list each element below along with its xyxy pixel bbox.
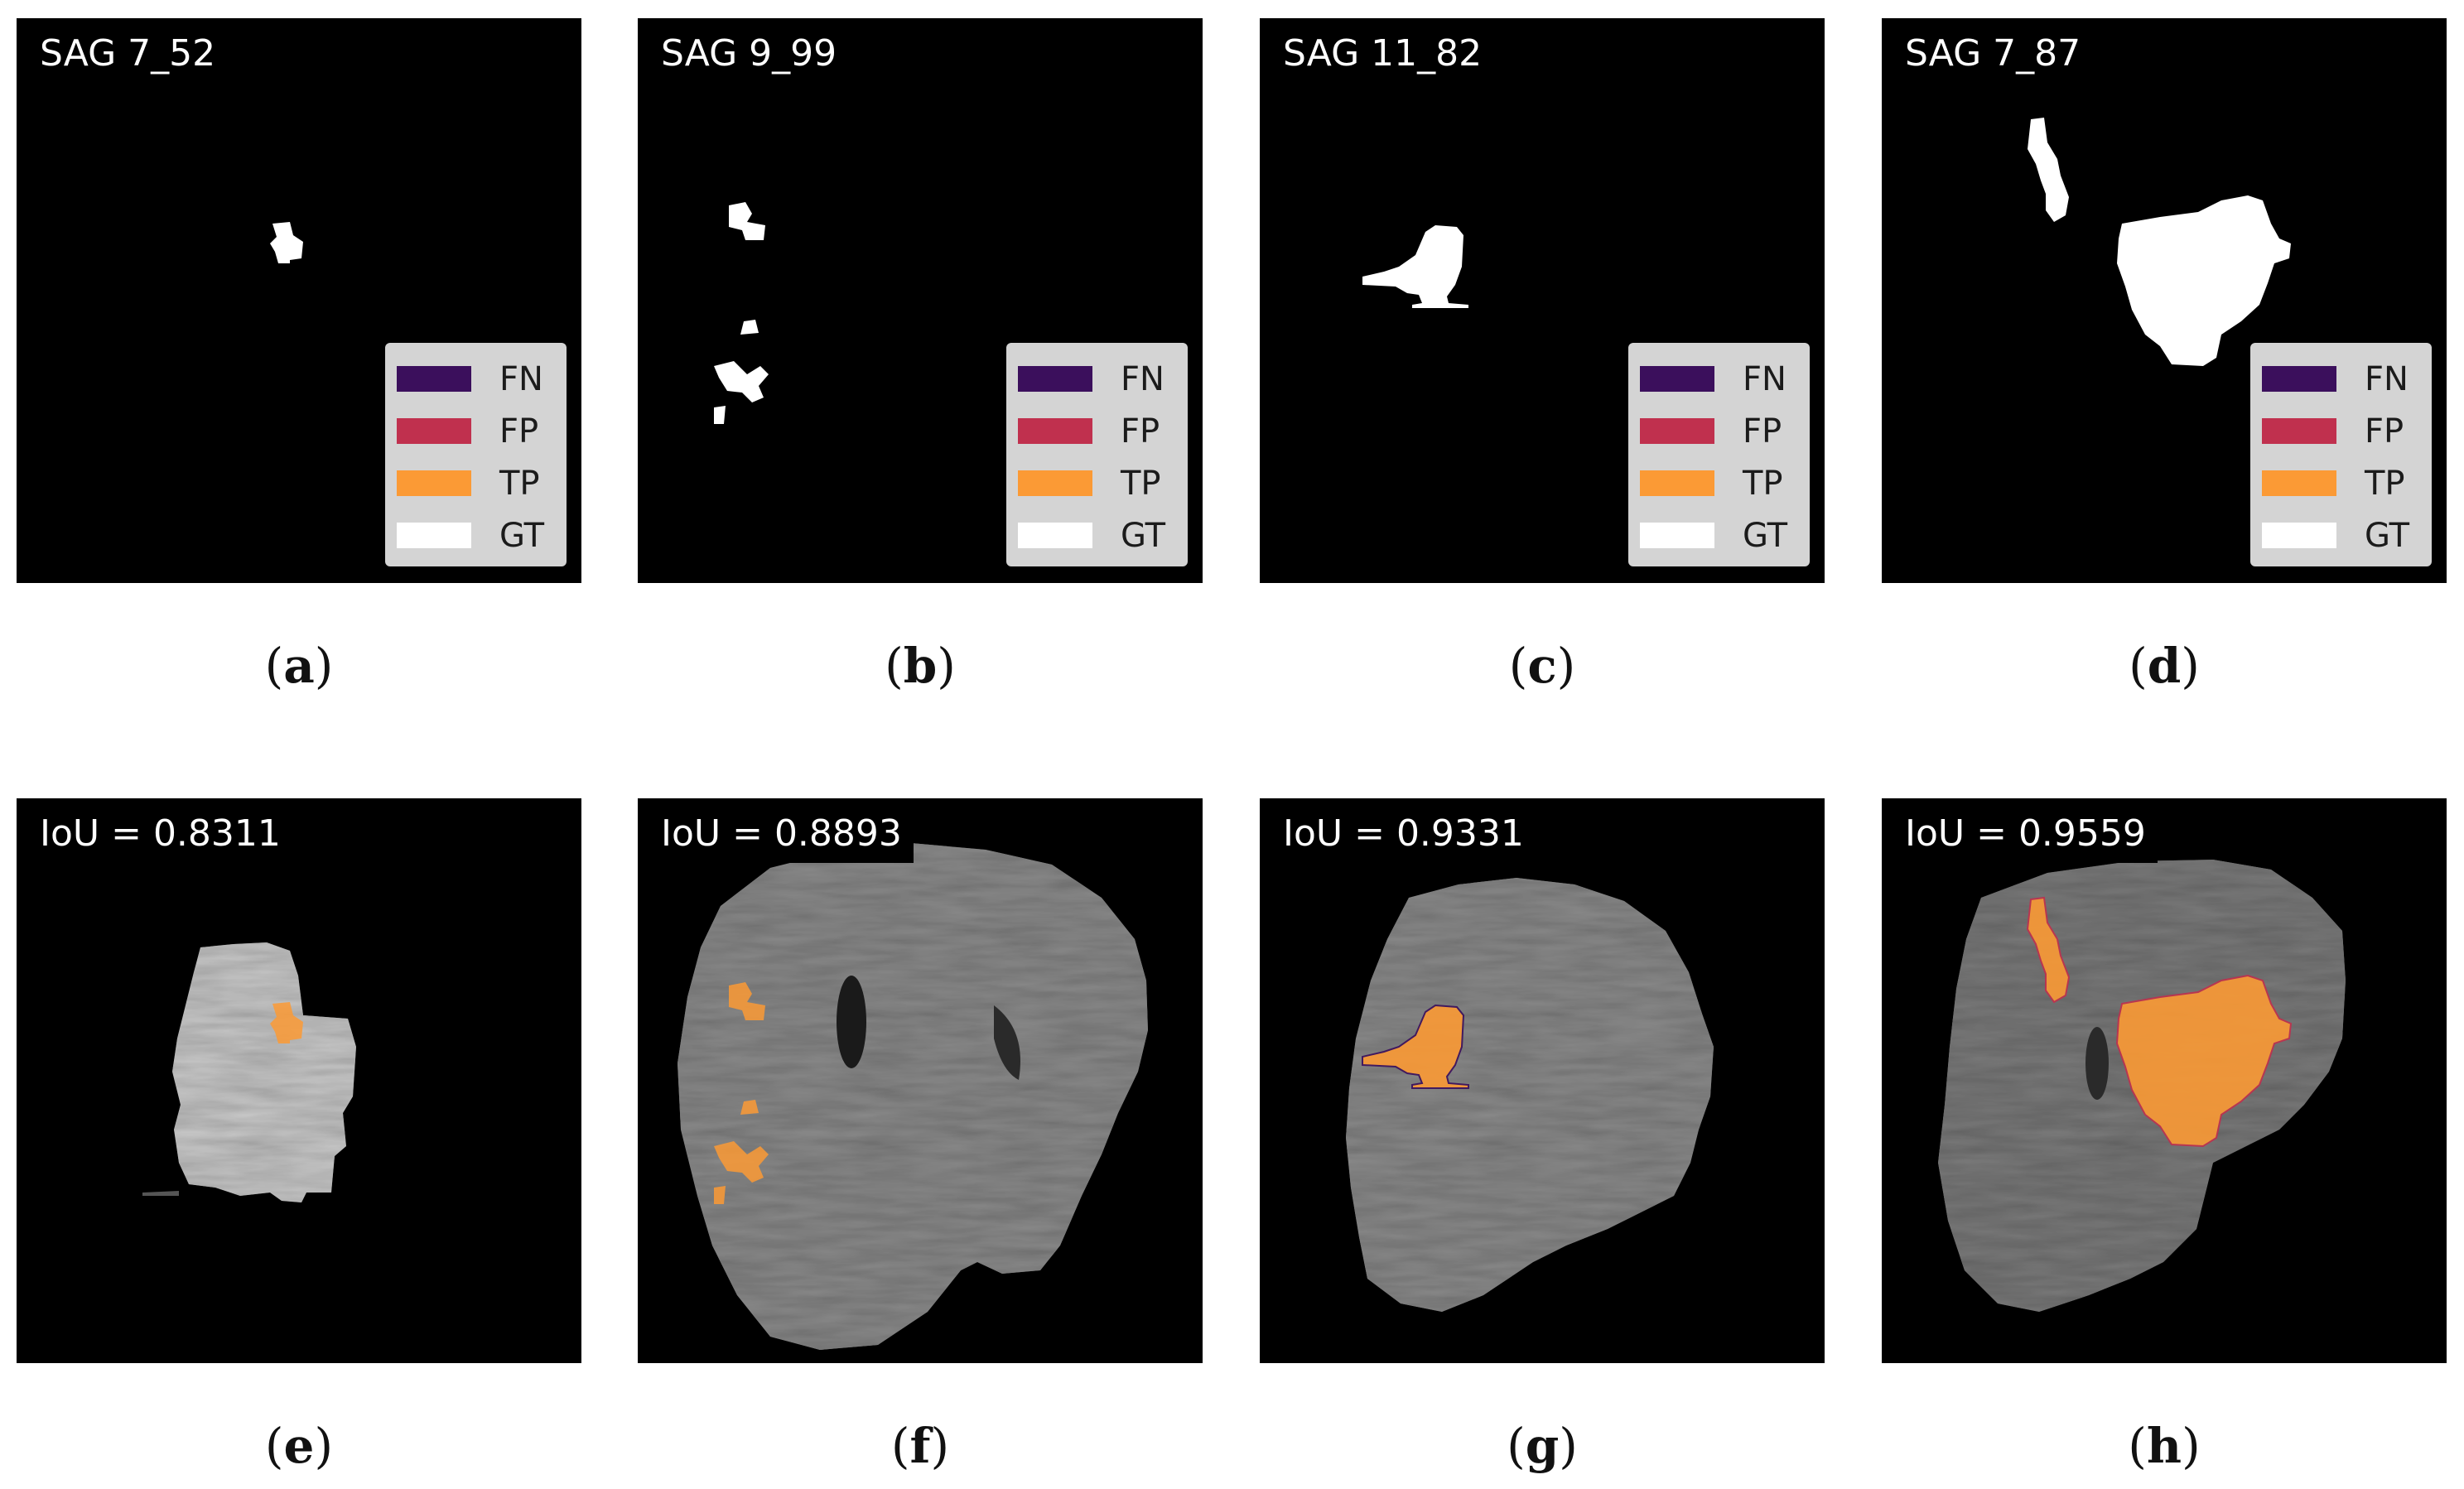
legend-item-fn: FN	[1018, 353, 1176, 405]
mri-slice-g	[1346, 878, 1714, 1312]
legend-c: FN FP TP GT	[1628, 343, 1810, 566]
legend-d: FN FP TP GT	[2250, 343, 2432, 566]
panel-title-f: IoU = 0.8893	[661, 808, 914, 863]
caption-e: (e)	[264, 1418, 334, 1474]
legend-item-gt: GT	[2262, 509, 2420, 561]
caption-c: (c)	[1508, 638, 1576, 694]
panel-title-e: IoU = 0.8311	[40, 808, 292, 863]
caption-b: (b)	[885, 638, 956, 694]
overlay-panel-h: IoU = 0.9559	[1882, 798, 2447, 1363]
legend-item-gt: GT	[397, 509, 555, 561]
legend-item-tp: TP	[397, 457, 555, 509]
mask-panel-b: SAG 9_99 FN FP TP GT	[638, 18, 1203, 583]
caption-d: (d)	[2129, 638, 2200, 694]
legend-item-fp: FP	[397, 405, 555, 457]
legend-item-fp: FP	[1018, 405, 1176, 457]
legend-b: FN FP TP GT	[1006, 343, 1188, 566]
panel-title-b: SAG 9_99	[661, 28, 849, 83]
legend-item-fp: FP	[1640, 405, 1798, 457]
mask-panel-a: SAG 7_52 FN FP TP GT	[17, 18, 581, 583]
legend-a: FN FP TP GT	[385, 343, 567, 566]
panel-title-h: IoU = 0.9559	[1905, 808, 2158, 863]
mri-slice-f	[677, 843, 1148, 1350]
overlay-panel-f: IoU = 0.8893	[638, 798, 1203, 1363]
caption-f: (f)	[890, 1418, 950, 1474]
legend-item-tp: TP	[1018, 457, 1176, 509]
mri-slice-e	[142, 942, 356, 1202]
mri-slice-h	[1938, 860, 2346, 1312]
gt-mask-b	[714, 202, 769, 424]
legend-item-fn: FN	[1640, 353, 1798, 405]
panel-title-d: SAG 7_87	[1905, 28, 2093, 83]
mask-panel-c: SAG 11_82 FN FP TP GT	[1260, 18, 1825, 583]
gt-mask-c	[1362, 225, 1468, 308]
gt-mask-d	[2028, 118, 2291, 366]
mask-panel-d: SAG 7_87 FN FP TP GT	[1882, 18, 2447, 583]
panel-title-g: IoU = 0.9331	[1283, 808, 1536, 863]
legend-item-tp: TP	[1640, 457, 1798, 509]
caption-h: (h)	[2128, 1418, 2201, 1474]
legend-item-fp: FP	[2262, 405, 2420, 457]
gt-mask-a	[270, 222, 303, 263]
legend-item-tp: TP	[2262, 457, 2420, 509]
legend-item-gt: GT	[1640, 509, 1798, 561]
legend-item-fn: FN	[2262, 353, 2420, 405]
panel-title-c: SAG 11_82	[1283, 28, 1494, 83]
legend-item-fn: FN	[397, 353, 555, 405]
overlay-panel-e: IoU = 0.8311	[17, 798, 581, 1363]
legend-item-gt: GT	[1018, 509, 1176, 561]
panel-title-a: SAG 7_52	[40, 28, 228, 83]
caption-g: (g)	[1507, 1418, 1578, 1474]
caption-a: (a)	[264, 638, 334, 694]
overlay-panel-g: IoU = 0.9331	[1260, 798, 1825, 1363]
